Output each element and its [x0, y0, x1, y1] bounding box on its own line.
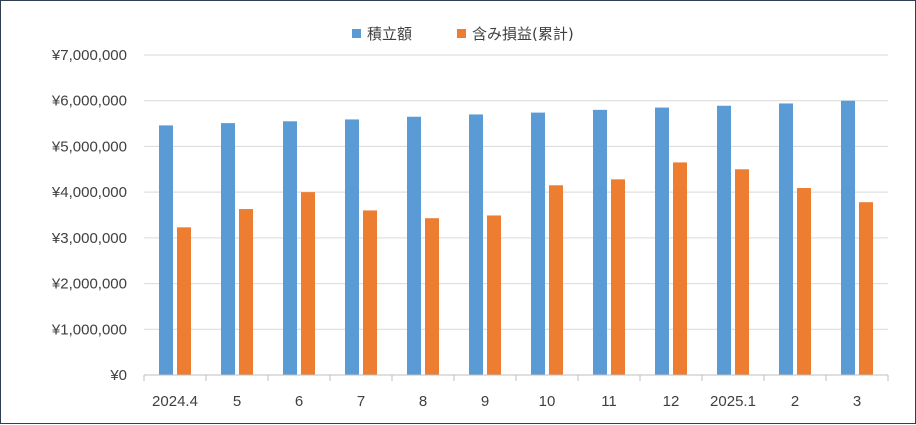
- x-tick-label: 2025.1: [710, 393, 756, 410]
- bar-series-1: [717, 105, 731, 375]
- y-tick-label: ¥0: [109, 367, 127, 384]
- y-tick-label: ¥3,000,000: [51, 230, 127, 247]
- y-tick-label: ¥6,000,000: [51, 93, 127, 110]
- bar-series-2: [611, 179, 625, 375]
- y-tick-label: ¥2,000,000: [51, 276, 127, 293]
- legend-swatch-series-1: [352, 29, 361, 38]
- bar-series-2: [797, 188, 811, 375]
- x-axis: 2024.4 5 6 7 8 9 10 11 12 2025.1 2 3: [143, 374, 889, 410]
- bar-series-2: [177, 227, 191, 375]
- bar-series-1: [531, 112, 545, 375]
- bar-series-1: [345, 119, 359, 375]
- x-tick-label: 6: [295, 393, 303, 410]
- bar-series-2: [239, 209, 253, 375]
- x-tick-label: 2: [791, 393, 799, 410]
- bar-series-2: [859, 202, 873, 375]
- legend-label-series-1: 積立額: [367, 25, 412, 43]
- bar-series-1: [159, 125, 173, 376]
- bar-series-2: [735, 169, 749, 375]
- x-tick-label: 5: [233, 393, 241, 410]
- bar-series-2: [549, 185, 563, 375]
- x-tick-label: 10: [539, 393, 556, 410]
- bar-series-1: [593, 109, 607, 375]
- y-tick-label: ¥7,000,000: [51, 47, 127, 64]
- legend: 積立額 含み損益(累計): [352, 25, 574, 43]
- bar-series-2: [487, 215, 501, 375]
- x-tick-label: 12: [663, 393, 680, 410]
- gridlines: [144, 54, 888, 330]
- bar-series-1: [655, 107, 669, 376]
- bar-series-1: [779, 103, 793, 375]
- bar-series-1: [841, 100, 855, 375]
- bar-series-2: [673, 162, 687, 375]
- bars: [159, 100, 873, 376]
- bar-series-1: [407, 116, 421, 375]
- y-tick-label: ¥5,000,000: [51, 138, 127, 155]
- x-tick-label: 2024.4: [152, 393, 198, 410]
- bar-series-2: [363, 210, 377, 375]
- x-tick-label: 11: [601, 393, 617, 410]
- x-tick-label: 7: [357, 393, 365, 410]
- legend-label-series-2: 含み損益(累計): [472, 25, 574, 43]
- x-tick-label: 9: [481, 393, 489, 410]
- y-axis-ticks: ¥0 ¥1,000,000 ¥2,000,000 ¥3,000,000 ¥4,000,0…: [51, 47, 127, 384]
- bar-series-1: [283, 121, 297, 376]
- legend-swatch-series-2: [457, 29, 466, 38]
- x-tick-label: 8: [419, 393, 427, 410]
- y-tick-label: ¥4,000,000: [51, 184, 127, 201]
- bar-series-2: [301, 192, 315, 375]
- bar-series-2: [425, 218, 439, 375]
- bar-series-1: [469, 114, 483, 375]
- x-tick-label: 3: [853, 393, 861, 410]
- y-tick-label: ¥1,000,000: [51, 321, 127, 338]
- bar-series-1: [221, 123, 235, 375]
